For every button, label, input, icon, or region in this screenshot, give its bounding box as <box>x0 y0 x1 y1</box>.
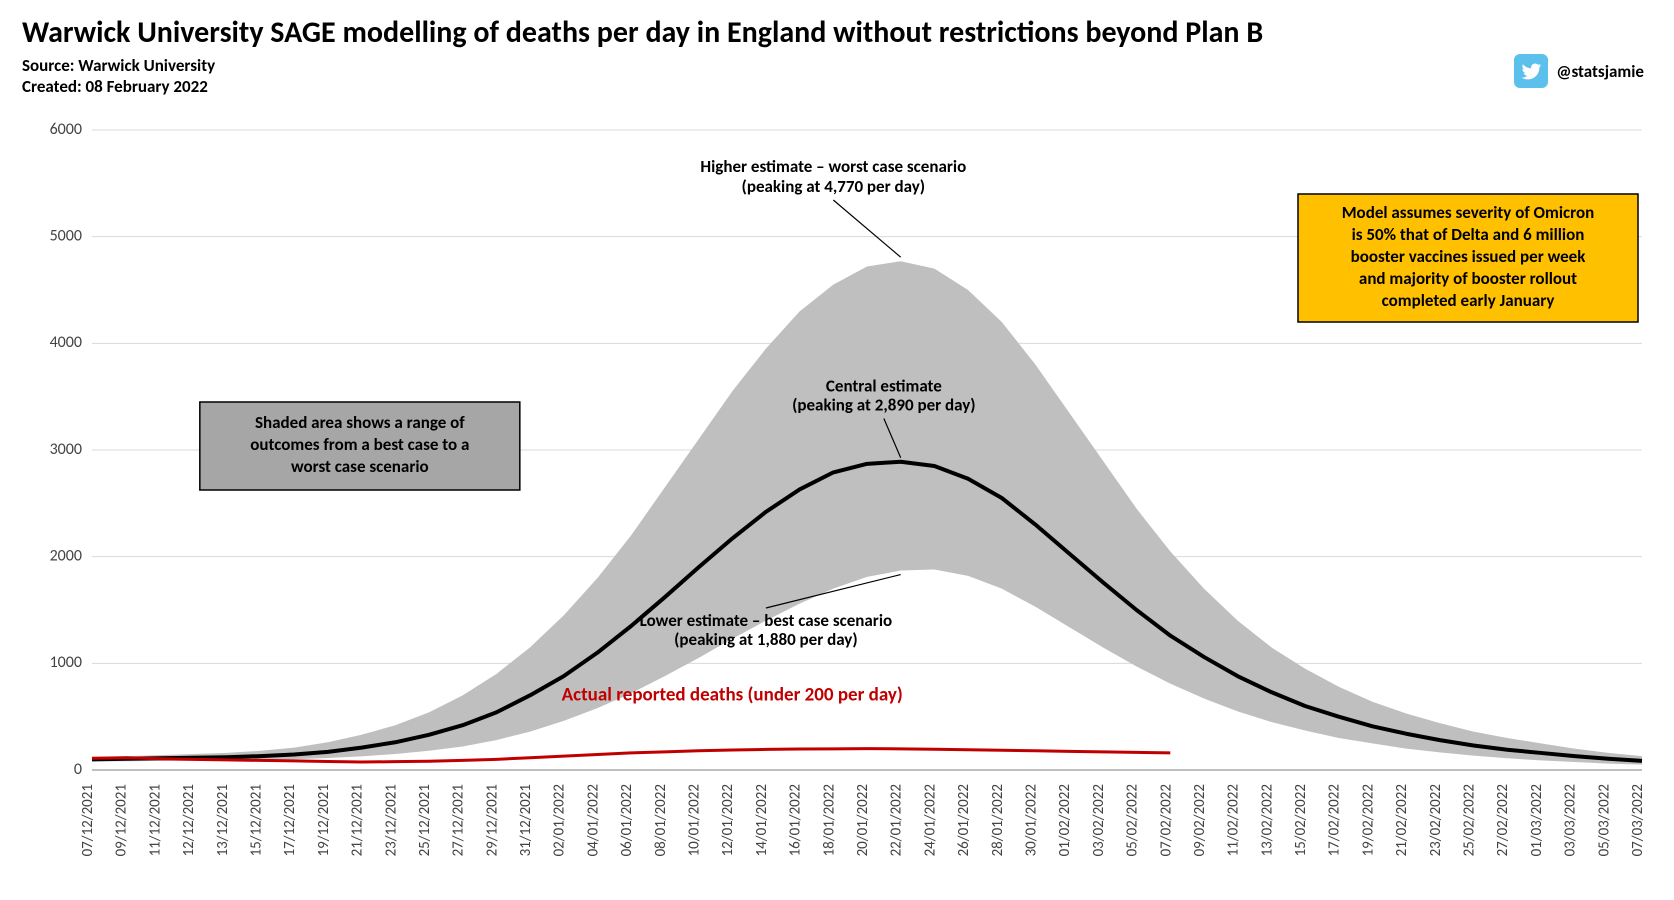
x-tick-label: 17/12/2021 <box>281 784 299 856</box>
svg-text:Shaded area shows a range of: Shaded area shows a range of <box>255 412 465 433</box>
source-line: Source: Warwick University <box>22 55 1652 76</box>
page: Warwick University SAGE modelling of dea… <box>0 0 1674 900</box>
y-tick-label: 4000 <box>50 333 82 352</box>
x-tick-label: 12/01/2022 <box>719 784 737 856</box>
svg-text:outcomes from a best case to a: outcomes from a best case to a <box>250 434 469 455</box>
x-tick-label: 12/12/2021 <box>180 784 198 856</box>
x-tick-label: 06/01/2022 <box>618 784 636 856</box>
x-tick-label: 28/01/2022 <box>989 784 1007 856</box>
x-tick-label: 17/02/2022 <box>1326 784 1344 856</box>
annot-higher-2: (peaking at 4,770 per day) <box>742 176 926 197</box>
x-tick-label: 07/02/2022 <box>1157 784 1175 856</box>
x-tick-label: 05/03/2022 <box>1595 784 1613 856</box>
x-tick-label: 25/02/2022 <box>1461 784 1479 856</box>
x-tick-label: 11/12/2021 <box>146 784 164 856</box>
x-tick-label: 13/12/2021 <box>214 784 232 856</box>
chart: 0 1000 2000 3000 4000 5000 6000 07/12/2021 09/12… <box>22 120 1652 890</box>
x-tick-label: 23/02/2022 <box>1427 784 1445 856</box>
x-tick-label: 08/01/2022 <box>652 784 670 856</box>
x-tick-label: 19/02/2022 <box>1359 784 1377 856</box>
x-tick-label: 30/01/2022 <box>1022 784 1040 856</box>
info-box-grey: Shaded area shows a range ofoutcomes fro… <box>200 402 520 490</box>
x-tick-label: 21/02/2022 <box>1393 784 1411 856</box>
annot-actual: Actual reported deaths (under 200 per da… <box>562 684 903 707</box>
x-tick-label: 10/01/2022 <box>686 784 704 856</box>
twitter-icon <box>1514 54 1548 88</box>
x-tick-label: 02/01/2022 <box>551 784 569 856</box>
x-tick-label: 04/01/2022 <box>584 784 602 856</box>
x-tick-label: 01/03/2022 <box>1528 784 1546 856</box>
twitter-handle: @statsjamie <box>1556 61 1644 82</box>
x-tick-label: 26/01/2022 <box>955 784 973 856</box>
info-box-orange: Model assumes severity of Omicronis 50% … <box>1298 194 1638 322</box>
x-tick-label: 09/12/2021 <box>113 784 131 856</box>
attribution: @statsjamie <box>1514 54 1644 88</box>
x-tick-label: 16/01/2022 <box>787 784 805 856</box>
y-tick-label: 5000 <box>50 226 82 245</box>
x-tick-label: 22/01/2022 <box>888 784 906 856</box>
svg-text:booster vaccines issued per we: booster vaccines issued per week <box>1351 246 1587 267</box>
x-tick-label: 23/12/2021 <box>382 784 400 856</box>
chart-svg: 0 1000 2000 3000 4000 5000 6000 07/12/2021 09/12… <box>22 120 1652 890</box>
svg-text:worst case scenario: worst case scenario <box>291 456 429 477</box>
x-tick-label: 15/12/2021 <box>247 784 265 856</box>
x-tick-label: 27/02/2022 <box>1494 784 1512 856</box>
x-tick-label: 07/12/2021 <box>79 784 97 856</box>
annot-central-1: Central estimate <box>826 375 942 396</box>
annot-lower-1: Lower estimate – best case scenario <box>640 610 893 631</box>
x-tick-label: 31/12/2021 <box>517 784 535 856</box>
y-tick-label: 3000 <box>50 440 82 459</box>
x-tick-label: 21/12/2021 <box>349 784 367 856</box>
x-tick-label: 09/02/2022 <box>1191 784 1209 856</box>
x-tick-label: 14/01/2022 <box>753 784 771 856</box>
x-tick-label: 25/12/2021 <box>416 784 434 856</box>
x-tick-label: 27/12/2021 <box>450 784 468 856</box>
x-tick-label: 05/02/2022 <box>1124 784 1142 856</box>
x-tick-label: 03/02/2022 <box>1090 784 1108 856</box>
leader-higher <box>833 200 900 257</box>
svg-text:is 50% that of Delta and 6 mil: is 50% that of Delta and 6 million <box>1352 224 1585 245</box>
annot-lower-2: (peaking at 1,880 per day) <box>674 629 858 650</box>
x-tick-label: 13/02/2022 <box>1258 784 1276 856</box>
x-tick-label: 20/01/2022 <box>854 784 872 856</box>
svg-text:and majority of booster rollou: and majority of booster rollout <box>1359 268 1577 289</box>
x-tick-label: 01/02/2022 <box>1056 784 1074 856</box>
y-tick-label: 0 <box>74 760 82 779</box>
x-tick-label: 19/12/2021 <box>315 784 333 856</box>
x-tick-label: 03/03/2022 <box>1562 784 1580 856</box>
svg-text:completed early January: completed early January <box>1382 290 1555 311</box>
annot-higher-1: Higher estimate – worst case scenario <box>700 156 966 177</box>
y-tick-label: 2000 <box>50 546 82 565</box>
chart-title: Warwick University SAGE modelling of dea… <box>22 14 1652 51</box>
y-tick-label: 6000 <box>50 120 82 139</box>
created-line: Created: 08 February 2022 <box>22 76 1652 97</box>
x-tick-label: 07/03/2022 <box>1629 784 1647 856</box>
x-tick-label: 15/02/2022 <box>1292 784 1310 856</box>
x-tick-label: 29/12/2021 <box>483 784 501 856</box>
annot-central-2: (peaking at 2,890 per day) <box>792 395 976 416</box>
x-tick-label: 11/02/2022 <box>1225 784 1243 856</box>
svg-text:Model assumes severity of Omic: Model assumes severity of Omicron <box>1342 202 1595 223</box>
y-tick-label: 1000 <box>50 653 82 672</box>
x-tick-label: 18/01/2022 <box>820 784 838 856</box>
x-tick-label: 24/01/2022 <box>921 784 939 856</box>
